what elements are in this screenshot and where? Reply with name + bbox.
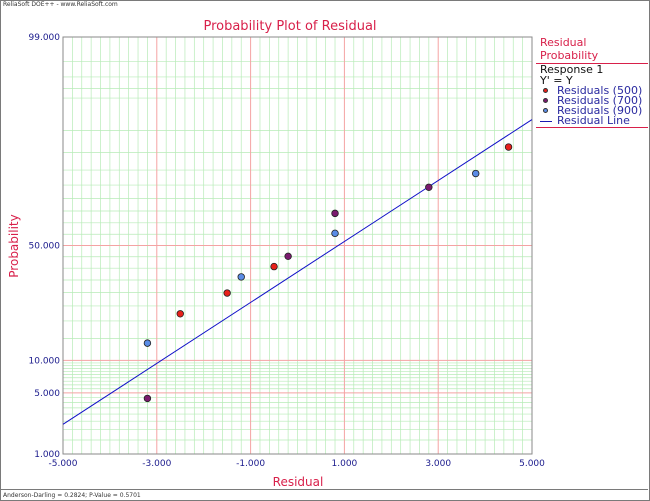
fit-line-layer xyxy=(62,119,533,425)
legend-label-700: Residuals (700) xyxy=(557,94,643,107)
data-point-700-3 xyxy=(425,183,433,191)
data-point-900-3 xyxy=(472,169,480,178)
tick-label-layer: -5.000 -3.000 -1.000 1.000 3.000 5.000 1.000 5.… xyxy=(29,33,546,469)
data-point-900-1 xyxy=(237,273,245,281)
legend-marker-700 xyxy=(543,98,548,103)
residual-line xyxy=(62,119,533,425)
y-tick-label: 50.000 xyxy=(29,242,61,252)
legend-item-line: Residual Line xyxy=(536,114,648,127)
legend-item-500: Residuals (500) xyxy=(536,84,648,97)
x-tick-label: 3.000 xyxy=(425,459,451,469)
y-tick-label: 1.000 xyxy=(34,450,60,460)
legend-bottom-rule xyxy=(536,127,648,128)
footer-text: Anderson-Darling = 0.2824; P-Value = 0.5… xyxy=(3,492,141,499)
legend: Residual Probability Response 1 Y' = Y R… xyxy=(536,36,648,128)
data-point-500-0 xyxy=(176,310,184,318)
data-point-500-2 xyxy=(270,262,278,271)
x-tick-label: 5.000 xyxy=(519,459,545,469)
legend-label-line: Residual Line xyxy=(557,114,630,127)
legend-label-500: Residuals (500) xyxy=(557,84,643,97)
x-tick-label: -1.000 xyxy=(236,459,265,469)
data-point-700-2 xyxy=(331,209,339,218)
y-axis-title: Probability xyxy=(7,214,21,277)
data-point-700-0 xyxy=(143,394,152,403)
data-point-700-1 xyxy=(284,252,292,261)
x-tick-label: -5.000 xyxy=(48,459,77,469)
header-text: ReliaSoft DOE++ - www.ReliaSoft.com xyxy=(3,1,118,8)
points-layer xyxy=(143,143,513,403)
legend-line-swatch xyxy=(540,121,552,122)
legend-marker-900 xyxy=(543,108,548,113)
footer-rule xyxy=(0,489,648,490)
data-point-900-0 xyxy=(143,339,152,347)
legend-item-700: Residuals (700) xyxy=(536,94,648,107)
x-tick-label: -3.000 xyxy=(142,459,171,469)
grid-layer xyxy=(62,36,533,455)
legend-title: Residual Probability xyxy=(540,36,599,62)
legend-transform: Y' = Y xyxy=(540,74,573,87)
legend-item-900: Residuals (900) xyxy=(536,104,648,117)
data-point-500-3 xyxy=(504,143,513,151)
legend-label-900: Residuals (900) xyxy=(557,104,643,117)
y-tick-label: 10.000 xyxy=(29,356,61,366)
x-tick-label: 1.000 xyxy=(332,459,358,469)
legend-response: Response 1 xyxy=(540,63,604,76)
plot-area-border xyxy=(62,36,533,455)
x-axis-title: Residual xyxy=(273,475,324,489)
y-tick-label: 5.000 xyxy=(34,389,60,399)
chart-title: Probability Plot of Residual xyxy=(203,19,376,34)
data-point-900-2 xyxy=(331,229,339,238)
data-point-500-1 xyxy=(223,289,231,297)
legend-marker-500 xyxy=(543,88,548,93)
legend-title-rule xyxy=(536,63,648,64)
y-tick-label: 99.000 xyxy=(29,33,61,43)
